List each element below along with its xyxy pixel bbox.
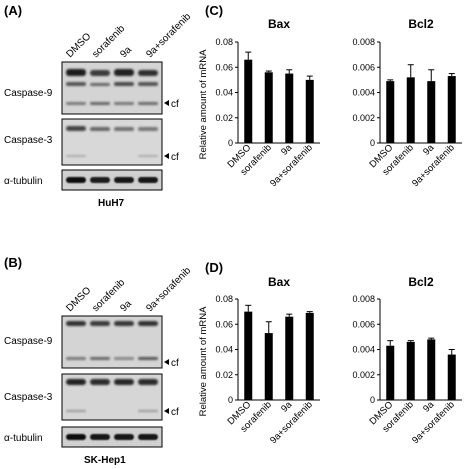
- y-tick-label: 0.002: [352, 113, 375, 123]
- blot-caspase3-b: [61, 373, 163, 421]
- y-tick-label: 0: [370, 138, 375, 148]
- panel-label-c: (C): [205, 3, 223, 18]
- category-label: 9a: [279, 142, 295, 158]
- bar-chart-c-bax: Bax 0 0.02 0.04 0.06 0.08 Relative amount of m…: [198, 17, 320, 189]
- y-axis-label: Relative amount of mRNA: [198, 306, 209, 416]
- category-label: 9a: [421, 142, 437, 158]
- y-tick-label: 0.04: [215, 88, 233, 98]
- cf-label: cf: [171, 152, 179, 163]
- cell-line-label: HuH7: [98, 198, 125, 209]
- bar: [386, 81, 395, 143]
- category-label: 9a: [421, 399, 437, 415]
- y-tick-label: 0.004: [352, 88, 375, 98]
- row-label-caspase9: Caspase-9: [4, 88, 53, 99]
- y-tick-label: 0.02: [215, 113, 233, 123]
- lane-label: 9a: [118, 44, 134, 60]
- bar: [244, 311, 253, 400]
- bar: [285, 316, 294, 400]
- panel-label-d: (D): [205, 260, 223, 275]
- y-tick-label: 0: [228, 395, 233, 405]
- panel-label-b: (B): [4, 255, 22, 270]
- cf-label: cf: [171, 99, 179, 110]
- chart-title: Bax: [268, 17, 290, 31]
- bar: [447, 354, 456, 400]
- y-tick-label: 0.02: [215, 370, 233, 380]
- arrowhead-icon: [164, 408, 169, 414]
- y-tick-label: 0.08: [215, 294, 233, 304]
- row-label-tubulin: α-tubulin: [4, 176, 43, 187]
- cf-label: cf: [171, 358, 179, 369]
- bar: [244, 59, 253, 143]
- panel-label-a: (A): [4, 3, 22, 18]
- bar: [305, 312, 314, 400]
- row-label-caspase3: Caspase-3: [4, 392, 53, 403]
- blot-caspase3-a: [61, 118, 163, 166]
- y-tick-label: 0.04: [215, 345, 233, 355]
- row-label-caspase9: Caspase-9: [4, 336, 53, 347]
- y-tick-label: 0.004: [352, 345, 375, 355]
- arrowhead-icon: [164, 100, 169, 106]
- chart-title: Bax: [268, 275, 290, 289]
- y-tick-label: 0.06: [215, 62, 233, 72]
- bar: [305, 79, 314, 143]
- arrowhead-icon: [164, 153, 169, 159]
- lane-label: DMSO: [64, 285, 93, 314]
- lane-label: 9a+sorafenib: [144, 265, 193, 314]
- cell-line-label: SK-Hep1: [84, 455, 126, 466]
- bar: [285, 73, 294, 143]
- bar-chart-d-bax: Bax 0 0.02 0.04 0.06 0.08 Relative amount of m…: [198, 275, 320, 446]
- bar: [386, 345, 395, 400]
- y-tick-label: 0.008: [352, 37, 375, 47]
- cf-label: cf: [171, 407, 179, 418]
- bar: [427, 81, 436, 143]
- bar: [264, 72, 273, 143]
- bar: [427, 339, 436, 400]
- blot-tubulin-a: [61, 169, 163, 191]
- lane-label: 9a: [118, 298, 134, 314]
- blot-tubulin-b: [61, 426, 163, 448]
- lane-labels-b: DMSO sorafenib 9a 9a+sorafenib: [64, 265, 193, 314]
- y-tick-label: 0.08: [215, 37, 233, 47]
- row-label-tubulin: α-tubulin: [4, 433, 43, 444]
- lane-label: DMSO: [64, 31, 93, 60]
- y-tick-label: 0.008: [352, 294, 375, 304]
- y-axis-label: Relative amount of mRNA: [198, 49, 209, 159]
- blot-caspase9-a: [61, 61, 163, 115]
- lane-label: 9a+sorafenib: [144, 11, 193, 60]
- y-tick-label: 0.002: [352, 370, 375, 380]
- y-tick-label: 0.006: [352, 62, 375, 72]
- chart-title: Bcl2: [408, 275, 434, 289]
- chart-title: Bcl2: [408, 17, 434, 31]
- bar: [447, 76, 456, 143]
- bar: [406, 77, 415, 143]
- category-label: 9a: [279, 399, 295, 415]
- bar: [264, 333, 273, 400]
- lane-labels-a: DMSO sorafenib 9a 9a+sorafenib: [64, 11, 193, 60]
- y-tick-label: 0.06: [215, 319, 233, 329]
- y-tick-label: 0: [228, 138, 233, 148]
- y-tick-label: 0.006: [352, 319, 375, 329]
- arrowhead-icon: [164, 359, 169, 365]
- row-label-caspase3: Caspase-3: [4, 135, 53, 146]
- bar: [406, 341, 415, 400]
- blot-caspase9-b: [61, 315, 163, 369]
- y-tick-label: 0: [370, 395, 375, 405]
